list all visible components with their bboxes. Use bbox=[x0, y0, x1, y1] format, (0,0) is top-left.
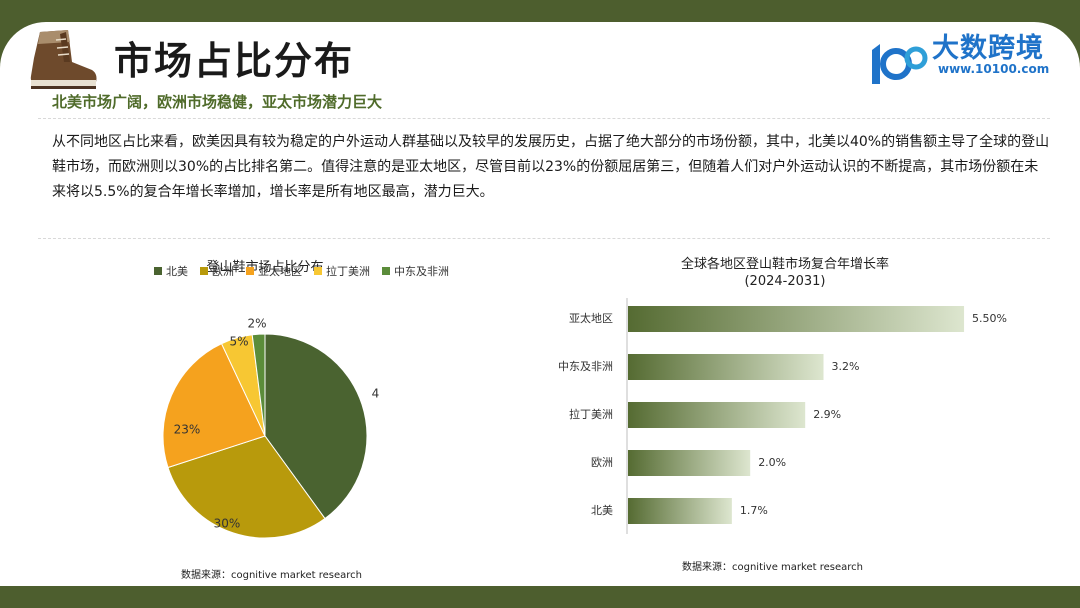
pie-slice-3 bbox=[162, 343, 266, 469]
legend-item: 拉丁美洲 bbox=[314, 263, 370, 279]
bar-chart-title: 全球各地区登山鞋市场复合年增长率 (2024-2031) bbox=[640, 256, 930, 290]
y-tick-label: 拉丁美洲 bbox=[569, 407, 613, 421]
bar-data-label: 3.2% bbox=[832, 360, 860, 373]
pie-data-label: 5% bbox=[229, 335, 248, 349]
y-tick-label: 中东及非洲 bbox=[558, 360, 613, 373]
pie-data-label: 40% bbox=[372, 387, 380, 401]
bar-chart-subtitle: (2024-2031) bbox=[744, 274, 826, 289]
pie-slice-5 bbox=[251, 333, 266, 437]
legend-swatch bbox=[382, 267, 390, 275]
bar-3 bbox=[628, 402, 806, 428]
pie-source: 数据来源：cognitive market research bbox=[181, 570, 362, 581]
logo-text: 大数跨境 bbox=[932, 33, 1044, 64]
pie-data-label: 23% bbox=[174, 423, 201, 437]
legend-item: 北美 bbox=[154, 263, 188, 279]
body-paragraph: 从不同地区占比来看，欧美因具有较为稳定的户外运动人群基础以及较早的发展历史，占据… bbox=[52, 134, 1050, 200]
pie-slice-2 bbox=[167, 435, 326, 539]
legend-label: 北美 bbox=[166, 265, 188, 278]
legend-label: 拉丁美洲 bbox=[326, 265, 370, 278]
pie-slice-1 bbox=[264, 333, 368, 520]
legend-item: 中东及非洲 bbox=[382, 263, 449, 279]
bar-source: 数据来源：cognitive market research bbox=[682, 562, 863, 573]
y-tick-label: 北美 bbox=[591, 504, 613, 517]
pie-data-label: 2% bbox=[247, 317, 266, 331]
pie-chart: 40% 30% 23% 5% 2% bbox=[162, 317, 380, 539]
pie-chart-title: 登山鞋市场占比分布 bbox=[206, 260, 324, 275]
divider bbox=[38, 118, 1050, 119]
pie-legend: 北美 欧洲 亚太地区 拉丁美洲 中东及非洲 bbox=[154, 263, 449, 279]
bar-data-label: 1.7% bbox=[740, 504, 768, 517]
bar-data-label: 5.50% bbox=[972, 312, 1007, 325]
y-tick-label: 欧洲 bbox=[591, 456, 613, 469]
legend-item: 亚太地区 bbox=[246, 263, 302, 279]
logo-url[interactable]: www.10100.com bbox=[938, 62, 1050, 76]
legend-swatch bbox=[200, 267, 208, 275]
bar-data-label: 2.9% bbox=[813, 408, 841, 421]
legend-item: 欧洲 bbox=[200, 263, 234, 279]
divider bbox=[38, 238, 1050, 239]
bar-1 bbox=[628, 306, 965, 332]
bar-2 bbox=[628, 354, 824, 380]
pie-data-label: 30% bbox=[214, 517, 241, 531]
bar-4 bbox=[628, 450, 751, 476]
legend-label: 中东及非洲 bbox=[394, 265, 449, 278]
bar-chart: 亚太地区 5.50% 中东及非洲 3.2% 拉丁美洲 2.9% 欧洲 2.0% 北美 1.7% bbox=[558, 298, 1007, 534]
y-tick-label: 亚太地区 bbox=[569, 312, 613, 325]
boot-icon bbox=[30, 30, 97, 89]
legend-label: 欧洲 bbox=[212, 265, 234, 278]
bar-data-label: 2.0% bbox=[758, 456, 786, 469]
logo-icon bbox=[872, 44, 928, 84]
page-title: 市场占比分布 bbox=[114, 39, 355, 83]
legend-swatch bbox=[246, 267, 254, 275]
legend-swatch bbox=[314, 267, 322, 275]
legend-swatch bbox=[154, 267, 162, 275]
page-subtitle: 北美市场广阔，欧洲市场稳健，亚太市场潜力巨大 bbox=[52, 93, 383, 111]
bar-5 bbox=[628, 498, 732, 524]
bar-chart-title-line: 全球各地区登山鞋市场复合年增长率 bbox=[680, 257, 889, 272]
legend-label: 亚太地区 bbox=[258, 265, 302, 278]
